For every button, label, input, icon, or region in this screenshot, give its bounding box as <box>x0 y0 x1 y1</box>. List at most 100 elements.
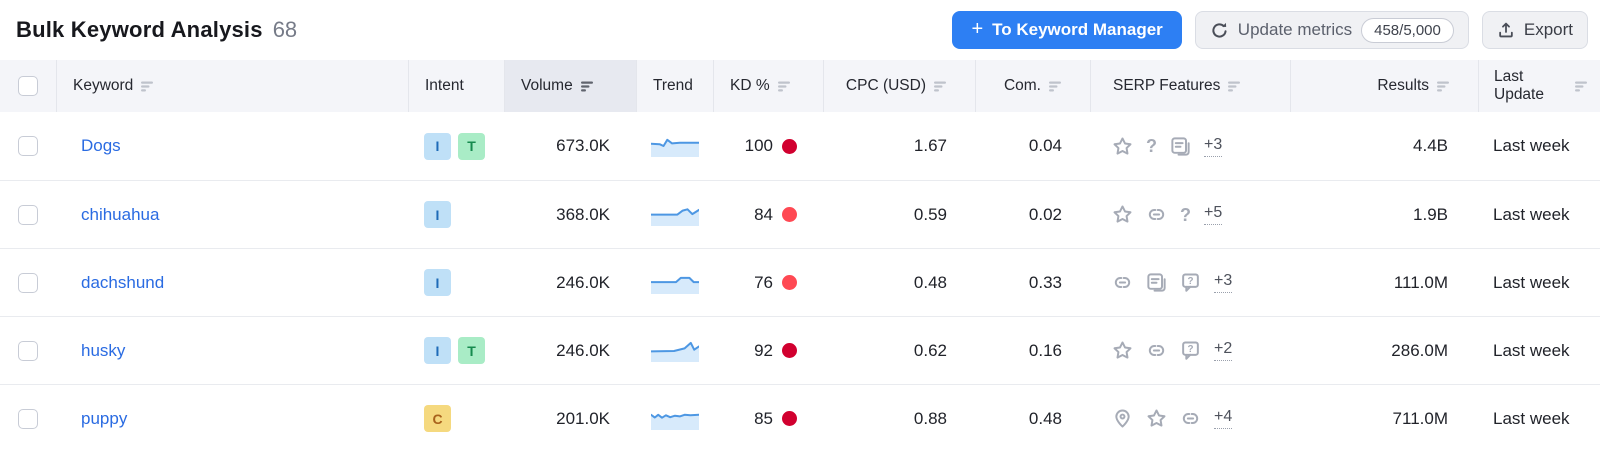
column-header-last-update[interactable]: Last Update <box>1478 60 1600 112</box>
refresh-icon <box>1210 21 1229 40</box>
svg-text:?: ? <box>1187 276 1193 287</box>
results-value: 111.0M <box>1393 272 1448 292</box>
serp-features: ? +3 <box>1090 112 1290 180</box>
trend-sparkline <box>636 181 713 248</box>
link-icon <box>1146 340 1167 361</box>
keyword-link[interactable]: puppy <box>81 408 128 428</box>
sort-icon <box>777 80 793 93</box>
to-keyword-manager-button[interactable]: + To Keyword Manager <box>952 11 1182 49</box>
sort-icon <box>1228 80 1243 93</box>
intent-badge-T: T <box>458 132 485 160</box>
keyword-link[interactable]: husky <box>81 340 126 360</box>
sort-icon <box>1437 80 1452 93</box>
intent-badge-I: I <box>424 201 451 228</box>
toolbar: + To Keyword Manager Update metrics 458/… <box>952 11 1588 49</box>
kd-value: 76 <box>754 272 773 292</box>
answer-box-icon <box>1146 272 1167 293</box>
column-header-kd[interactable]: KD % <box>713 60 823 112</box>
results-value: 4.4B <box>1413 136 1448 155</box>
results-value: 286.0M <box>1391 340 1448 360</box>
kd-value: 84 <box>754 204 773 224</box>
column-header-keyword[interactable]: Keyword <box>56 60 408 112</box>
sort-icon <box>934 80 949 93</box>
cpc-value: 0.59 <box>913 204 947 224</box>
competition-value: 0.16 <box>1028 340 1062 360</box>
page-title: Bulk Keyword Analysis <box>16 17 263 42</box>
svg-text:?: ? <box>1187 344 1193 355</box>
keyword-count: 68 <box>272 17 298 42</box>
column-header-com[interactable]: Com. <box>975 60 1090 112</box>
keyword-link[interactable]: Dogs <box>81 136 121 155</box>
plus-icon: + <box>971 18 984 40</box>
trend-sparkline <box>636 249 713 316</box>
kd-value: 85 <box>754 408 773 428</box>
serp-features-more[interactable]: +4 <box>1214 408 1233 429</box>
serp-features-more[interactable]: +3 <box>1204 136 1223 157</box>
select-all-checkbox[interactable] <box>18 76 38 96</box>
trend-sparkline <box>636 385 713 452</box>
intent-badge-I: I <box>424 132 451 160</box>
cpc-value: 0.48 <box>913 272 947 292</box>
last-update-value: Last week <box>1493 272 1570 292</box>
pin-icon <box>1112 408 1133 429</box>
page-title-group: Bulk Keyword Analysis 68 <box>16 17 297 43</box>
keyword-link[interactable]: chihuahua <box>81 204 160 224</box>
answer-box-icon <box>1170 136 1191 157</box>
kd-value: 92 <box>754 340 773 360</box>
results-value: 711.0M <box>1392 408 1448 428</box>
trend-sparkline <box>636 317 713 384</box>
keyword-link[interactable]: dachshund <box>81 272 165 292</box>
sort-icon <box>1575 80 1590 93</box>
cpc-value: 0.88 <box>913 408 947 428</box>
row-checkbox[interactable] <box>18 204 38 225</box>
table-row: dachshund I 246.0K 76 0.48 0.33 ? +3 111.… <box>0 248 1600 316</box>
faq-icon: ? <box>1180 272 1201 293</box>
cpc-value: 0.62 <box>913 340 947 360</box>
column-header-results[interactable]: Results <box>1290 60 1478 112</box>
serp-features: ? +3 <box>1090 249 1290 316</box>
export-button[interactable]: Export <box>1481 11 1588 49</box>
link-icon <box>1180 408 1201 429</box>
trend-sparkline <box>636 112 713 180</box>
row-checkbox[interactable] <box>18 272 38 293</box>
column-header-serp-features[interactable]: SERP Features <box>1090 60 1290 112</box>
competition-value: 0.33 <box>1028 272 1062 292</box>
competition-value: 0.02 <box>1028 204 1062 224</box>
sort-icon <box>141 80 156 93</box>
kd-value: 100 <box>744 136 773 155</box>
column-header-volume[interactable]: Volume <box>504 60 636 112</box>
row-checkbox[interactable] <box>18 136 38 156</box>
column-header-cpc[interactable]: CPC (USD) <box>823 60 975 112</box>
last-update-value: Last week <box>1493 340 1570 360</box>
sort-icon <box>1049 80 1064 93</box>
link-icon <box>1146 204 1167 225</box>
serp-features: ? +2 <box>1090 317 1290 384</box>
update-metrics-button[interactable]: Update metrics 458/5,000 <box>1194 11 1469 49</box>
intent-badge-T: T <box>458 337 485 364</box>
serp-features-more[interactable]: +2 <box>1214 340 1233 361</box>
volume-value: 201.0K <box>556 408 610 428</box>
intent-badge-C: C <box>424 405 451 432</box>
volume-value: 673.0K <box>556 136 610 155</box>
intent-badges: I <box>408 181 504 248</box>
serp-features: +4 <box>1090 385 1290 452</box>
serp-features-more[interactable]: +5 <box>1204 204 1223 225</box>
intent-badges: I <box>408 249 504 316</box>
link-icon <box>1112 272 1133 293</box>
serp-features: ? +5 <box>1090 181 1290 248</box>
star-icon <box>1112 136 1133 157</box>
competition-value: 0.04 <box>1028 136 1062 155</box>
table-row: chihuahua I 368.0K 84 0.59 0.02 ? +5 1.9B… <box>0 180 1600 248</box>
serp-features-more[interactable]: +3 <box>1214 272 1233 293</box>
star-icon <box>1112 204 1133 225</box>
column-header-intent: Intent <box>408 60 504 112</box>
star-icon <box>1146 408 1167 429</box>
question-icon: ? <box>1180 204 1191 225</box>
kd-difficulty-dot <box>782 138 797 154</box>
row-checkbox[interactable] <box>18 408 38 429</box>
row-checkbox[interactable] <box>18 340 38 361</box>
